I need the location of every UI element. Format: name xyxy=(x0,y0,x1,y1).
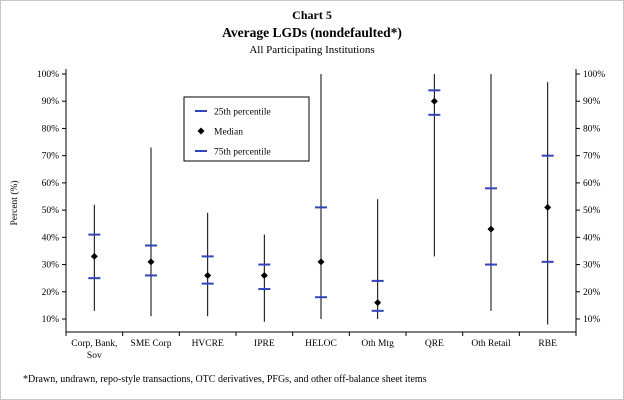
median-marker xyxy=(317,258,325,266)
y-tick-label-left: 10% xyxy=(42,315,60,325)
y-tick-label-right: 80% xyxy=(583,124,601,134)
legend-label: 75th percentile xyxy=(214,148,271,158)
median-marker xyxy=(374,299,382,307)
category-label: QRE xyxy=(425,339,444,349)
median-marker xyxy=(147,258,155,266)
median-marker xyxy=(90,252,98,260)
y-tick-label-right: 10% xyxy=(583,315,601,325)
y-tick-label-right: 60% xyxy=(583,179,601,189)
whisker-hvcre xyxy=(201,212,214,317)
category-label: Corp, Bank, xyxy=(71,339,117,349)
y-tick-label-right: 20% xyxy=(583,288,601,298)
y-tick-label-left: 50% xyxy=(42,206,60,216)
legend-label: Median xyxy=(214,128,243,138)
category-label: SME Corp xyxy=(131,339,172,349)
median-marker xyxy=(487,225,495,233)
whisker-oth-retail xyxy=(485,74,497,311)
chart-subtitle: All Participating Institutions xyxy=(249,43,375,56)
legend-label: 25th percentile xyxy=(214,108,271,118)
whisker-ipre xyxy=(258,234,271,322)
y-tick-label-right: 100% xyxy=(583,70,605,80)
legend-diamond-icon xyxy=(197,127,205,135)
category-label: Sov xyxy=(87,351,102,361)
legend: 25th percentile Median 75th percentile xyxy=(183,96,310,162)
y-tick-label-right: 70% xyxy=(583,152,601,162)
y-tick-label-left: 80% xyxy=(42,124,60,134)
y-axis-title: Percent (%) xyxy=(9,180,20,225)
y-tick-label-right: 50% xyxy=(583,206,601,216)
category-label: Oth Mtg xyxy=(361,339,394,349)
y-tick-label-left: 100% xyxy=(37,70,59,80)
category-label: HVCRE xyxy=(192,339,224,349)
chart-titles: Chart 5 Average LGDs (nondefaulted*) All… xyxy=(1,8,623,58)
whisker-rbe xyxy=(541,82,554,325)
category-label: IPRE xyxy=(254,339,275,349)
median-marker xyxy=(544,203,552,211)
median-marker xyxy=(260,271,268,279)
whisker-sme-corp xyxy=(145,147,157,317)
y-tick-label-right: 30% xyxy=(583,261,601,271)
category-label: Oth Retail xyxy=(471,339,511,349)
chart-number: Chart 5 xyxy=(292,8,332,22)
whisker-corp-bank-sov xyxy=(88,204,101,311)
y-tick-label-left: 70% xyxy=(42,152,60,162)
category-label: RBE xyxy=(538,339,557,349)
y-tick-label-left: 20% xyxy=(42,288,60,298)
footnote: *Drawn, undrawn, repo-style transactions… xyxy=(23,374,427,385)
chart-title: Average LGDs (nondefaulted*) xyxy=(222,25,402,40)
median-marker xyxy=(430,97,438,105)
median-marker xyxy=(204,271,212,279)
y-tick-label-right: 90% xyxy=(583,97,601,107)
y-tick-label-right: 40% xyxy=(583,233,601,243)
whisker-heloc xyxy=(315,74,327,319)
y-tick-label-left: 60% xyxy=(42,179,60,189)
category-label: HELOC xyxy=(305,339,337,349)
y-tick-label-left: 30% xyxy=(42,261,60,271)
y-tick-label-left: 40% xyxy=(42,233,60,243)
whisker-oth-mtg xyxy=(371,199,384,319)
whisker-qre xyxy=(428,74,441,257)
y-tick-label-left: 90% xyxy=(42,97,60,107)
